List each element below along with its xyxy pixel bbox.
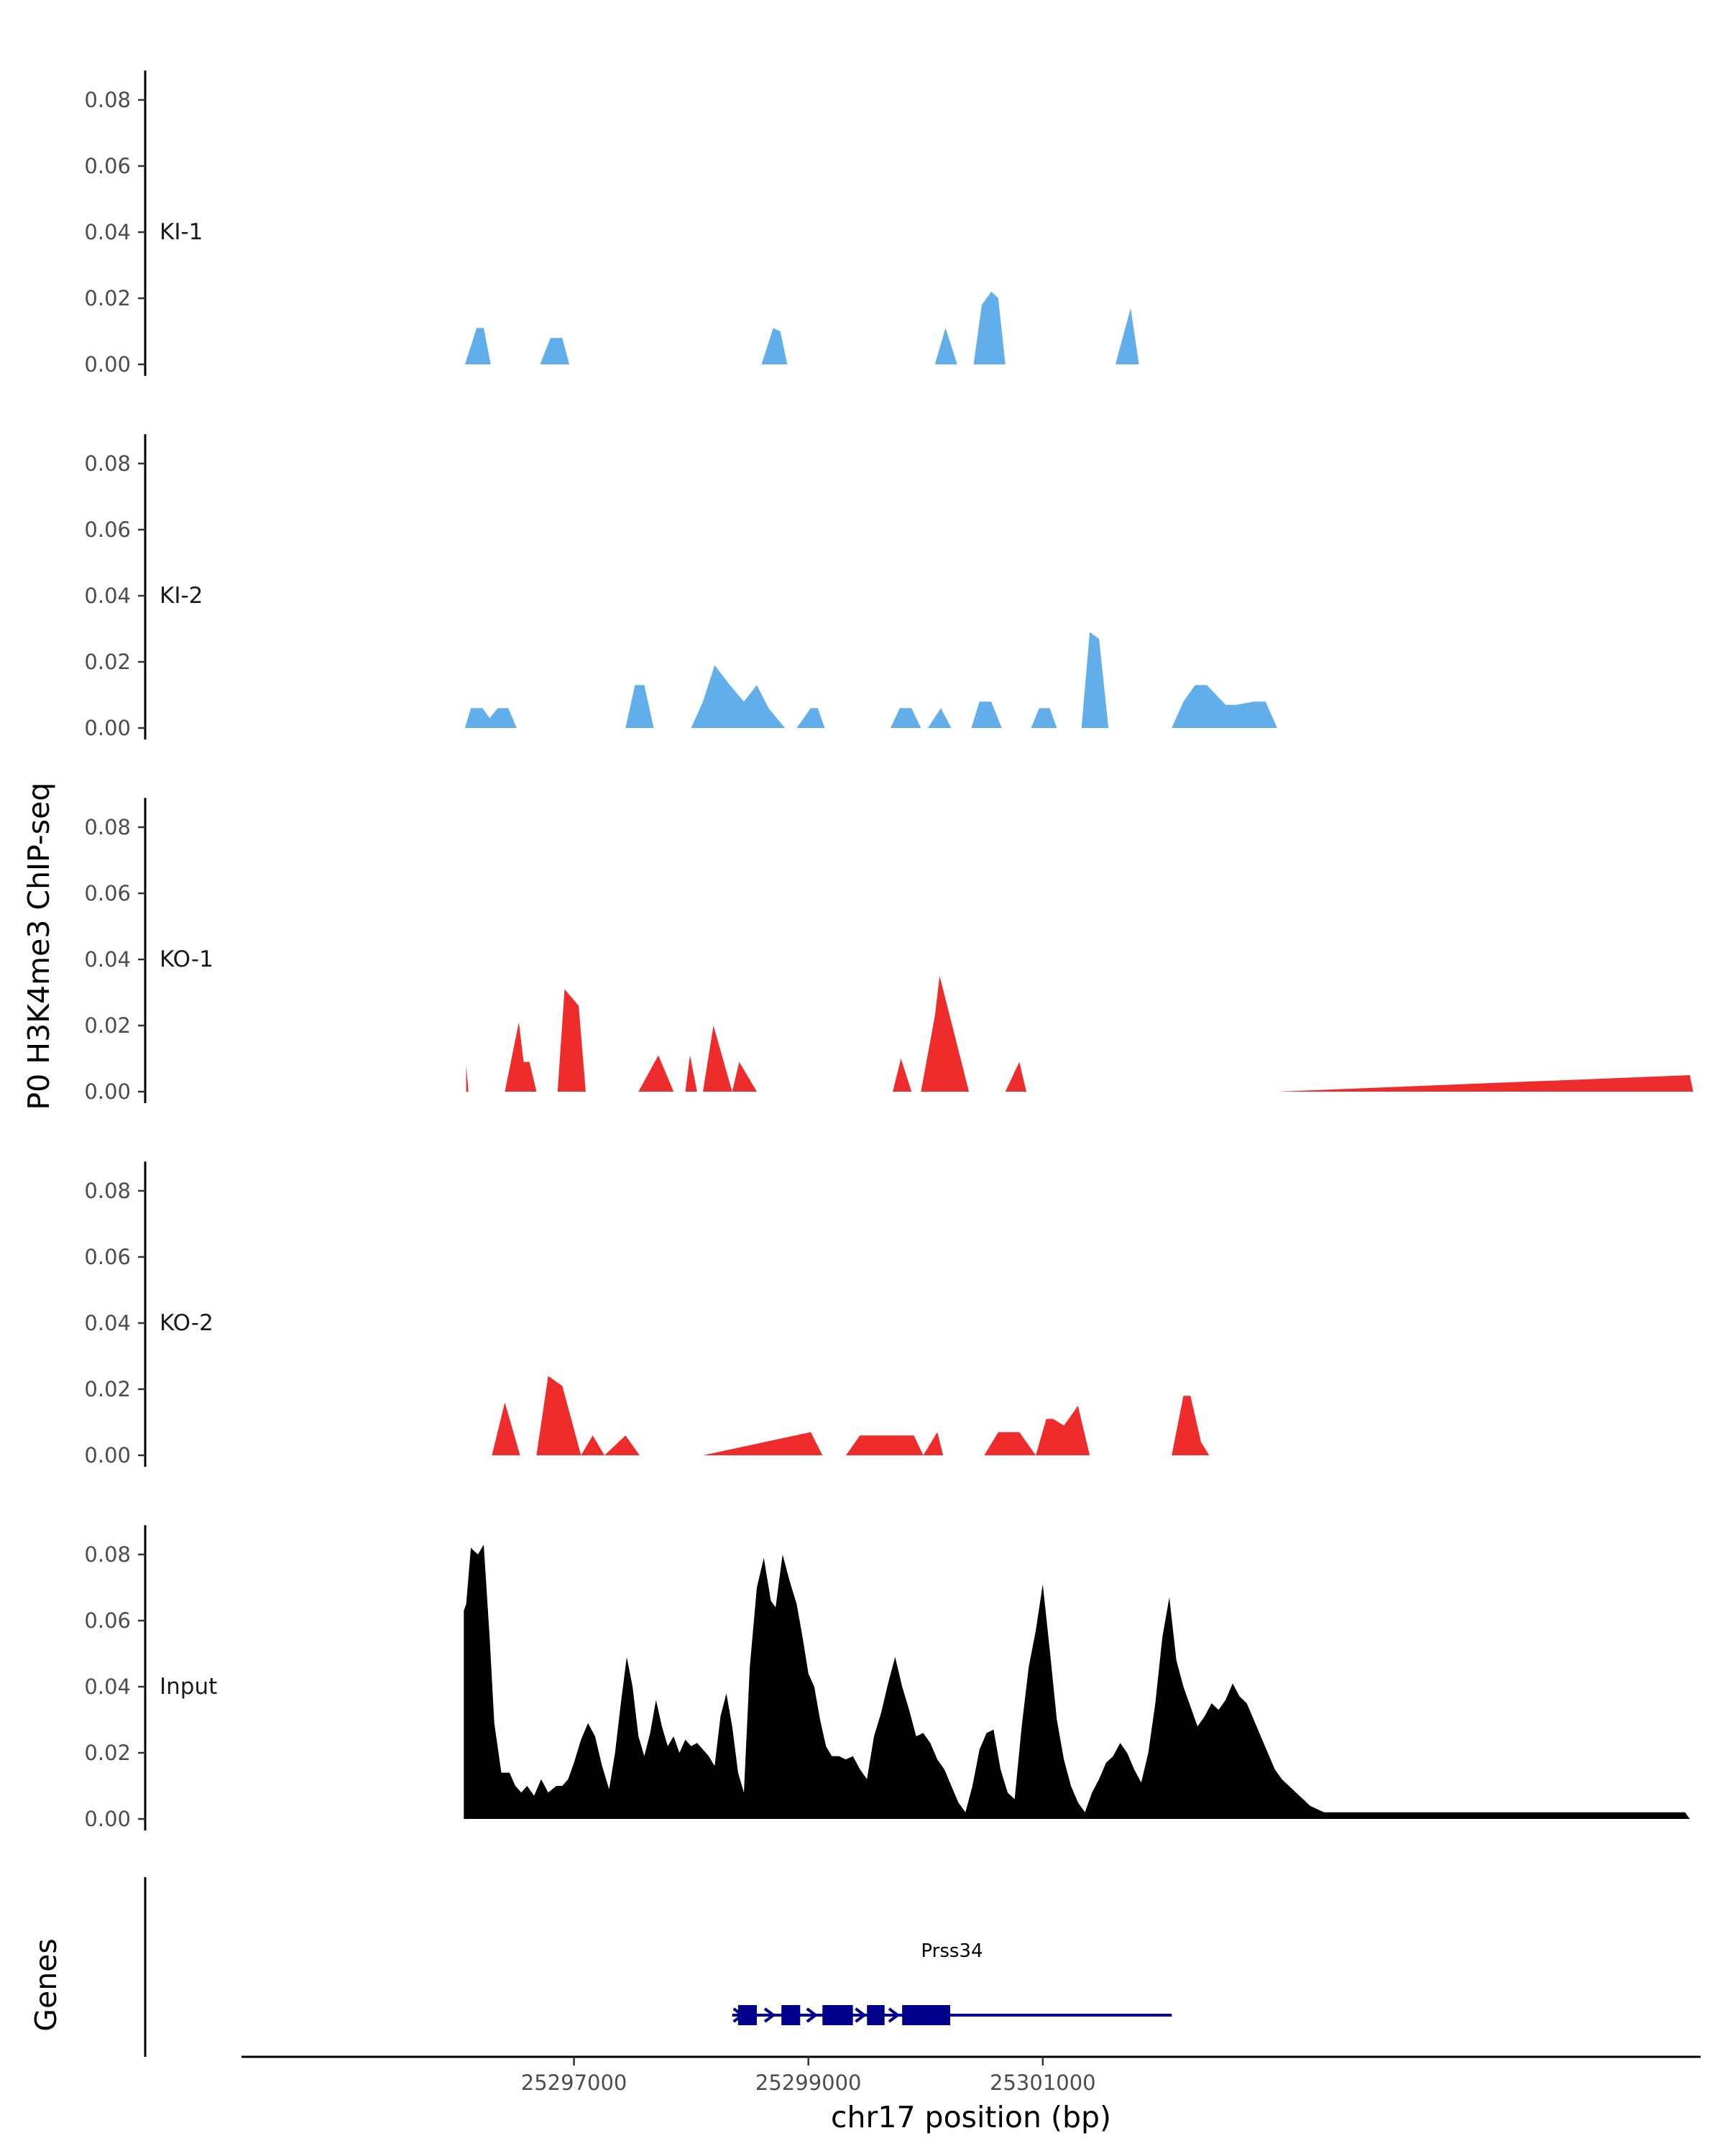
track-label: KO-2 — [160, 1310, 213, 1336]
y-tick-label: 0.00 — [84, 1443, 131, 1468]
y-tick-label: 0.00 — [84, 352, 131, 377]
track-ki-1: 0.00 0.02 0.04 0.06 0.08 KI-1 — [84, 70, 1160, 377]
track-label: KO-1 — [160, 946, 213, 972]
y-tick-label: 0.02 — [84, 1013, 131, 1038]
track-label: KI-2 — [160, 583, 203, 609]
signal-area-ko-1 — [466, 976, 1693, 1092]
tracks-layer: 0.00 0.02 0.04 0.06 0.08 KI-1 0.00 0.02 0.04 0.06… — [84, 70, 1693, 1831]
x-tick-label: 25297000 — [521, 2070, 627, 2095]
genes-title: Genes — [29, 1938, 63, 2032]
strand-arrow — [855, 2007, 867, 2023]
y-tick-label: 0.06 — [84, 881, 131, 906]
track-input: 0.00 0.02 0.04 0.06 0.08 Input — [84, 1525, 1690, 1831]
y-tick-label: 0.06 — [84, 1608, 131, 1633]
y-tick-label: 0.00 — [84, 1807, 131, 1831]
x-axis-title: chr17 position (bp) — [831, 2100, 1111, 2134]
signal-area-ki-1 — [464, 291, 1160, 364]
y-tick-label: 0.04 — [84, 584, 131, 608]
signal-area-input — [464, 1544, 1690, 1819]
track-ko-1: 0.00 0.02 0.04 0.06 0.08 KO-1 — [84, 798, 1693, 1104]
exon — [781, 2005, 801, 2025]
exon — [737, 2005, 757, 2025]
y-tick-label: 0.04 — [84, 1674, 131, 1699]
track-ki-2: 0.00 0.02 0.04 0.06 0.08 KI-2 — [84, 434, 1301, 740]
exon — [902, 2005, 951, 2025]
track-label: KI-1 — [160, 219, 203, 245]
y-tick-label: 0.00 — [84, 1079, 131, 1104]
exon — [867, 2005, 885, 2025]
y-tick-label: 0.08 — [84, 815, 131, 839]
y-tick-label: 0.04 — [84, 947, 131, 972]
y-tick-label: 0.02 — [84, 1741, 131, 1765]
y-tick-label: 0.02 — [84, 1377, 131, 1401]
gene-label-prss34: Prss34 — [921, 1940, 983, 1962]
y-tick-label: 0.06 — [84, 517, 131, 542]
x-axis: chr17 position (bp) 25297000 25299000 2530… — [242, 2055, 1701, 2134]
y-tick-label: 0.08 — [84, 451, 131, 476]
strand-arrow — [888, 2007, 901, 2023]
y-tick-label: 0.04 — [84, 1311, 131, 1335]
exon — [822, 2005, 853, 2025]
y-tick-label: 0.08 — [84, 88, 131, 112]
y-tick-label: 0.08 — [84, 1542, 131, 1567]
y-tick-label: 0.06 — [84, 154, 131, 178]
strand-arrow — [763, 2007, 776, 2023]
x-tick-label: 25301000 — [990, 2070, 1096, 2095]
y-tick-label: 0.04 — [84, 220, 131, 244]
y-tick-label: 0.00 — [84, 716, 131, 740]
y-tick-label: 0.02 — [84, 286, 131, 310]
track-ko-2: 0.00 0.02 0.04 0.06 0.08 KO-2 — [84, 1161, 1210, 1468]
y-tick-label: 0.08 — [84, 1179, 131, 1203]
y-tick-label: 0.06 — [84, 1245, 131, 1269]
strand-arrow — [806, 2007, 819, 2023]
y-axis-title: P0 H3K4me3 ChIP-seq — [22, 783, 56, 1110]
y-tick-label: 0.02 — [84, 650, 131, 674]
track-label: Input — [160, 1674, 217, 1700]
signal-area-ko-2 — [466, 1376, 1210, 1455]
x-tick-label: 25299000 — [755, 2070, 862, 2095]
signal-area-ki-2 — [464, 632, 1301, 728]
gene-track: Genes Prss34 — [29, 1877, 1172, 2057]
